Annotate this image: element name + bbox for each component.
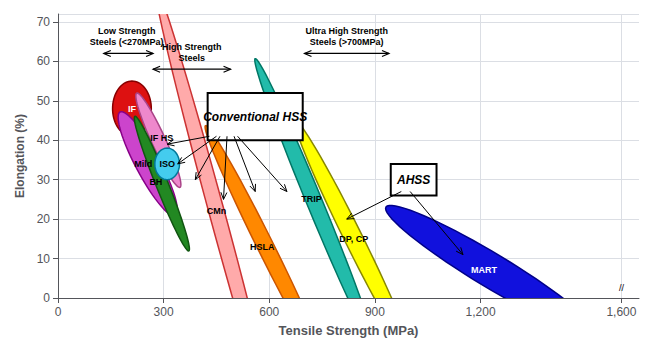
- svg-text:MART: MART: [471, 265, 497, 275]
- svg-text:600: 600: [259, 305, 279, 319]
- svg-text:1,200: 1,200: [466, 305, 496, 319]
- svg-text:Tensile Strength (MPa): Tensile Strength (MPa): [279, 323, 419, 338]
- svg-text:300: 300: [154, 305, 174, 319]
- svg-text:1,600: 1,600: [606, 305, 636, 319]
- svg-text:AHSS: AHSS: [396, 173, 430, 187]
- svg-text:60: 60: [37, 54, 51, 68]
- svg-text:Mild: Mild: [134, 159, 152, 169]
- svg-text:Steels: Steels: [179, 53, 206, 63]
- svg-text:BH: BH: [149, 177, 162, 187]
- svg-text:CMn: CMn: [207, 206, 227, 216]
- svg-text:900: 900: [365, 305, 385, 319]
- svg-text:Steels (>700MPa): Steels (>700MPa): [310, 37, 384, 47]
- svg-text:Steels (<270MPa): Steels (<270MPa): [90, 37, 164, 47]
- svg-text:IF HS: IF HS: [150, 133, 173, 143]
- svg-text:50: 50: [37, 94, 51, 108]
- svg-text:IF: IF: [128, 104, 137, 114]
- svg-text:TRIP: TRIP: [301, 194, 322, 204]
- svg-text:Low Strength: Low Strength: [98, 26, 156, 36]
- svg-text:High Strength: High Strength: [162, 42, 222, 52]
- svg-text:Elongation (%): Elongation (%): [13, 114, 27, 198]
- svg-text:20: 20: [37, 212, 51, 226]
- svg-text:0: 0: [43, 291, 50, 305]
- svg-text:Conventional HSS: Conventional HSS: [203, 110, 307, 124]
- svg-text://: //: [619, 283, 625, 293]
- svg-text:10: 10: [37, 252, 51, 266]
- svg-text:40: 40: [37, 133, 51, 147]
- svg-text:0: 0: [55, 305, 62, 319]
- svg-text:DP, CP: DP, CP: [339, 234, 368, 244]
- svg-text:30: 30: [37, 173, 51, 187]
- svg-text:HSLA: HSLA: [250, 242, 275, 252]
- svg-text:70: 70: [37, 15, 51, 29]
- svg-text:ISO: ISO: [159, 159, 175, 169]
- svg-text:Ultra High Strength: Ultra High Strength: [305, 26, 388, 36]
